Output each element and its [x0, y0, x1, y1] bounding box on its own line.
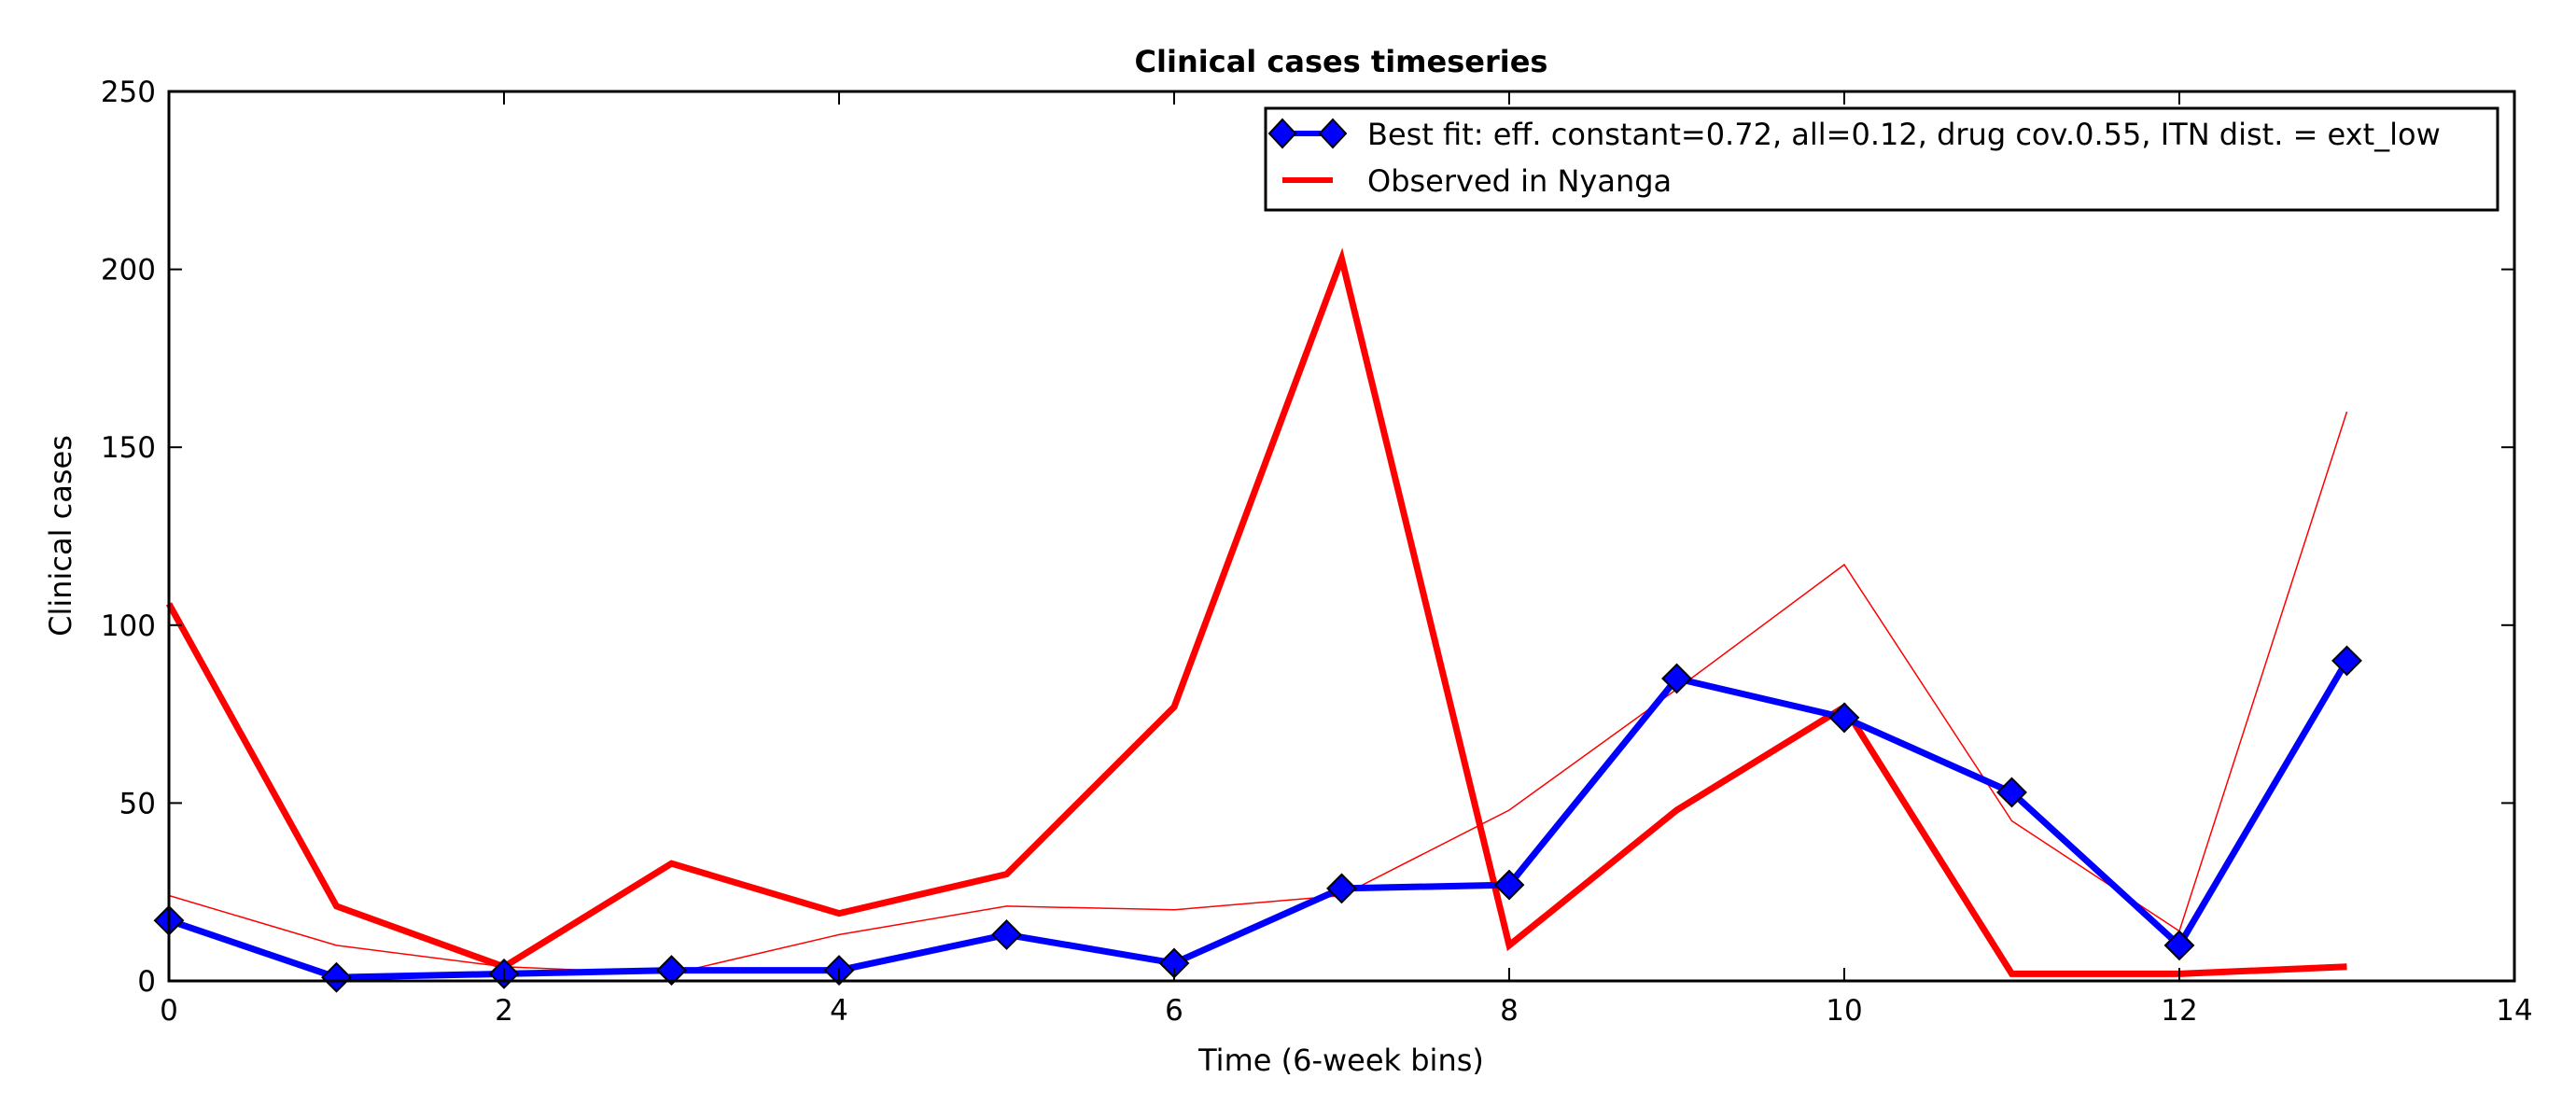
x-tick-label: 8 [1500, 994, 1519, 1028]
series-0-point-8 [1493, 869, 1525, 901]
y-tick-label: 200 [101, 254, 156, 287]
series-0-point-5 [991, 919, 1022, 950]
x-tick-label: 6 [1165, 994, 1183, 1028]
x-tick-label: 12 [2161, 994, 2197, 1028]
legend: Best fit: eff. constant=0.72, all=0.12, … [1264, 106, 2499, 212]
series-0-point-10 [1828, 702, 1860, 734]
y-tick-label: 0 [137, 965, 156, 999]
y-axis-label: Clinical cases [43, 435, 78, 637]
legend-label-observed: Observed in Nyanga [1367, 163, 1672, 199]
y-tick-label: 100 [101, 609, 156, 643]
series-0-point-1 [321, 961, 352, 993]
series-0-point-11 [1996, 777, 2027, 808]
plot-frame [167, 90, 2516, 983]
plot-area [153, 247, 2362, 993]
series-0-point-12 [2163, 930, 2195, 961]
series-0-point-9 [1661, 663, 1692, 694]
x-tick-label: 14 [2496, 994, 2532, 1028]
x-tick-label: 2 [495, 994, 513, 1028]
legend-box [1264, 106, 2499, 212]
series-line-2 [168, 411, 2348, 975]
series-0-point-3 [656, 955, 687, 986]
legend-marker-best-fit-right [1318, 118, 1348, 149]
series-line-1 [165, 247, 2347, 977]
y-tick-label: 250 [101, 76, 156, 109]
y-tick-label: 150 [101, 431, 156, 465]
x-tick-label: 10 [1826, 994, 1862, 1028]
x-axis-label: Time (6-week bins) [1197, 1043, 1484, 1078]
axis-ticks: 0 2 4 6 8 10 12 14 0 50 100 150 200 250 [101, 76, 2533, 1028]
series-0-point-13 [2331, 645, 2362, 677]
chart-title: Clinical cases timeseries [1135, 44, 1548, 79]
legend-label-best-fit: Best fit: eff. constant=0.72, all=0.12, … [1367, 117, 2441, 152]
y-tick-label: 50 [119, 787, 156, 820]
x-tick-label: 0 [160, 994, 178, 1028]
series-0-point-7 [1326, 873, 1357, 904]
series-line-0 [167, 659, 2350, 981]
legend-marker-best-fit-left [1267, 118, 1297, 149]
x-tick-label: 4 [830, 994, 848, 1028]
